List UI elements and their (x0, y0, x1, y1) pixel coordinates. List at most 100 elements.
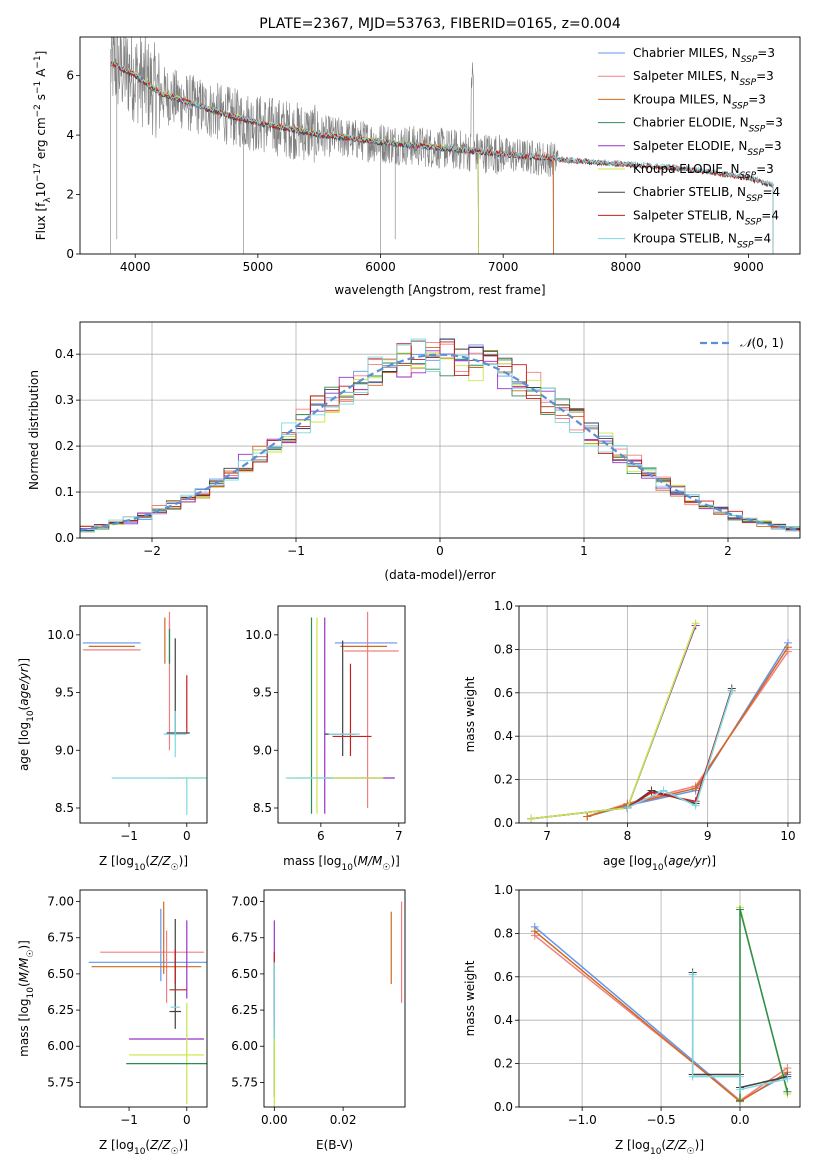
legend-entry: Kroupa STELIB, NSSP=4 (633, 232, 771, 251)
y-tick-label: 7.00 (47, 895, 74, 909)
y-tick-label: 0.6 (494, 686, 513, 700)
panel-mass_vs_EBV: 0.00 0.02 5.75 6.00 6.25 6.50 6.75 7.00 E(B-V) (231, 889, 406, 1152)
axes-frame (277, 605, 406, 824)
x-tick-label: 7 (395, 829, 403, 843)
x-tick-label: 0 (183, 829, 191, 843)
x-tick-label: −1 (120, 829, 138, 843)
y-tick-label: 6.50 (47, 967, 74, 981)
legend-entry: Chabrier MILES, NSSP=3 (633, 46, 775, 65)
y-tick-label: 9.5 (55, 686, 74, 700)
legend-entry: Salpeter STELIB, NSSP=4 (633, 208, 779, 227)
y-tick-label: 0.2 (494, 773, 513, 787)
data-point (691, 619, 700, 628)
x-axis-label: Z [log10(Z/Z☉)] (99, 854, 188, 873)
plot-area (530, 903, 792, 1106)
x-tick-label: 0.0 (730, 1113, 749, 1127)
series-line (739, 909, 789, 1101)
y-tick-label: 6.75 (231, 931, 258, 945)
x-tick-label: 7000 (488, 260, 519, 274)
axes-frame (79, 889, 208, 1108)
plot-area (80, 338, 800, 533)
x-tick-label: 6 (317, 829, 325, 843)
y-tick-label: 8.5 (253, 801, 272, 815)
data-point (583, 812, 592, 821)
y-axis-label: mass weight (463, 960, 477, 1036)
y-axis-label: mass [log10(M/M☉)] (17, 940, 36, 1057)
y-tick-label: 4 (66, 128, 74, 142)
plot-area (110, 37, 774, 254)
y-tick-label: 9.0 (253, 743, 272, 757)
data-point (691, 784, 700, 793)
data-point (736, 1072, 745, 1081)
x-tick-label: −1.0 (568, 1113, 597, 1127)
panel-mass_vs_Z: −1 0 5.75 6.00 6.25 6.50 6.75 7.00 Z [log10(Z/Z☉… (17, 889, 208, 1157)
x-tick-label: −1 (287, 544, 305, 558)
panel-mass_weight_vs_age: 7 8 9 10 0.0 0.2 0.4 0.6 0.8 1.0 age [log10(age/yr… (463, 599, 801, 873)
x-tick-label: −1 (120, 1113, 138, 1127)
data-point (736, 1085, 745, 1094)
x-tick-label: 5000 (243, 260, 274, 274)
y-tick-label: 6.75 (47, 931, 74, 945)
y-tick-label: 0.4 (494, 1013, 513, 1027)
y-tick-label: 0.4 (494, 729, 513, 743)
y-tick-label: 5.75 (231, 1075, 258, 1089)
y-axis-label: mass weight (463, 676, 477, 752)
axes-frame (79, 321, 801, 539)
legend-entry: Chabrier ELODIE, NSSP=3 (633, 116, 783, 135)
data-point (736, 1096, 745, 1105)
plot-area (285, 611, 399, 814)
y-tick-label: 0.1 (55, 485, 74, 499)
x-axis-label: (data-model)/error (384, 568, 495, 582)
legend-entry: Chabrier STELIB, NSSP=4 (633, 185, 780, 204)
plot-area (88, 901, 207, 1105)
y-tick-label: 0.3 (55, 393, 74, 407)
legend-entry: Salpeter MILES, NSSP=3 (633, 69, 774, 88)
legend: 𝒩(0, 1) (700, 336, 784, 350)
y-tick-label: 0.0 (494, 816, 513, 830)
x-tick-label: 0.02 (330, 1113, 357, 1127)
x-tick-label: 0.00 (261, 1113, 288, 1127)
observed-spectrum (110, 37, 774, 254)
x-tick-label: 2 (724, 544, 732, 558)
plot-area (82, 611, 207, 815)
x-tick-label: 8000 (611, 260, 642, 274)
y-tick-label: 0.2 (55, 439, 74, 453)
y-tick-label: 6.00 (47, 1039, 74, 1053)
data-point (783, 1074, 792, 1083)
histogram-8 (80, 338, 800, 533)
data-point (688, 1072, 697, 1081)
y-tick-label: 10.0 (245, 628, 272, 642)
series-line (530, 625, 697, 820)
data-point (691, 801, 700, 810)
data-point (688, 970, 697, 979)
y-tick-label: 6.25 (231, 1003, 258, 1017)
x-tick-label: 9 (704, 829, 712, 843)
y-tick-label: 0.6 (494, 970, 513, 984)
y-tick-label: 8.5 (55, 801, 74, 815)
series-line (530, 625, 697, 820)
legend-entry: 𝒩(0, 1) (740, 336, 784, 350)
legend-entry: Salpeter ELODIE, NSSP=3 (633, 139, 782, 158)
y-tick-label: 0.2 (494, 1057, 513, 1071)
y-tick-label: 9.5 (253, 686, 272, 700)
series-line (586, 646, 789, 818)
x-tick-label: 7 (543, 829, 551, 843)
y-tick-label: 0.8 (494, 926, 513, 940)
x-tick-label: 10 (780, 829, 795, 843)
legend-entry: Kroupa MILES, NSSP=3 (633, 92, 766, 111)
axes-frame (518, 889, 801, 1108)
y-tick-label: 6.50 (231, 967, 258, 981)
x-axis-label: mass [log10(M/M☉)] (283, 854, 400, 873)
data-point (527, 814, 536, 823)
legend-entry: Kroupa ELODIE, NSSP=3 (633, 162, 774, 181)
legend: Chabrier MILES, NSSP=3 Salpeter MILES, NS… (598, 46, 783, 251)
data-point (530, 927, 539, 936)
y-axis-label: age [log10(age/yr)] (17, 658, 36, 771)
x-tick-label: 4000 (120, 260, 151, 274)
x-axis-label: wavelength [Angstrom, rest frame] (334, 283, 545, 297)
axes-frame (263, 889, 406, 1108)
x-axis-label: age [log10(age/yr)] (603, 854, 716, 873)
panel-spectrum: 4000 5000 6000 7000 8000 9000 0 2 4 6 wavelength [… (33, 36, 801, 297)
axes-frame (518, 605, 801, 824)
